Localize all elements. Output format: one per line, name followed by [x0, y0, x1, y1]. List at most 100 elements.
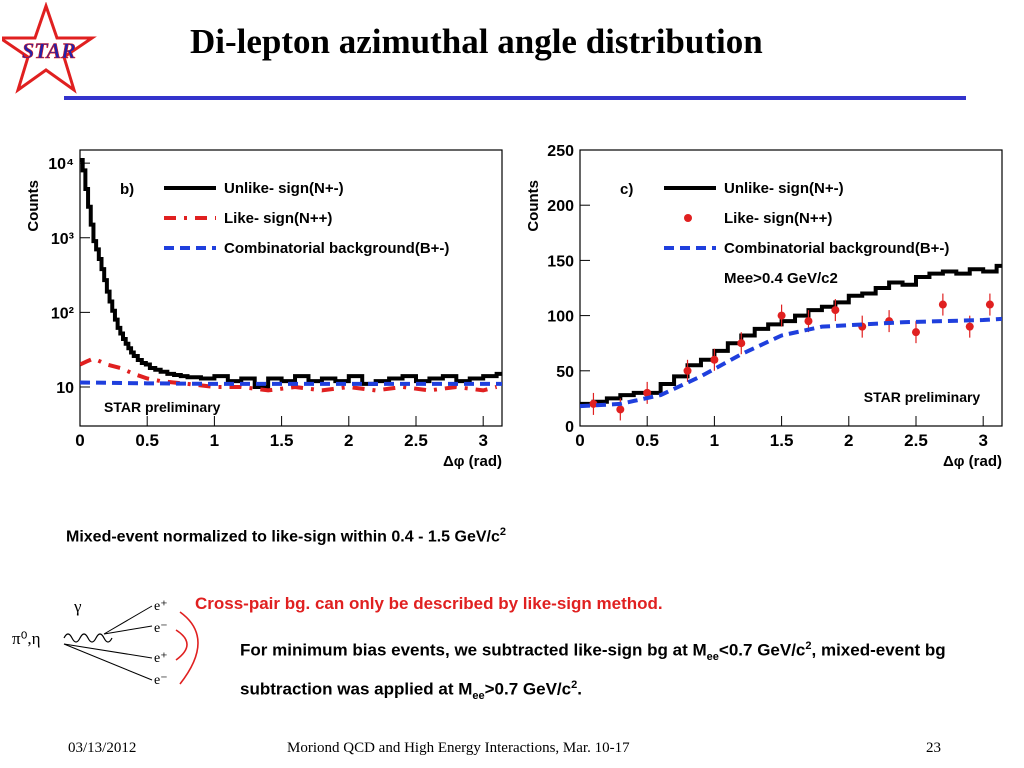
minbias-text-5: .: [577, 679, 582, 699]
chart-panel-b: 0 0.5 1 1.5 2 2.5 3 10 10² 10³ 10⁴ Δφ (rad) Counts b)…: [20, 140, 515, 470]
minbias-text-1: For minimum bias events, we subtracted l…: [240, 640, 707, 660]
minbias-text-3: , mixed-event bg subtraction was applied…: [240, 640, 946, 699]
plot-frame: [579, 149, 1003, 427]
x-tick-label: 2.5: [404, 431, 428, 450]
y-tick-label: 10²: [51, 305, 74, 322]
panel-label: c): [620, 181, 633, 198]
chart-b-svg: 0 0.5 1 1.5 2 2.5 3 10 10² 10³ 10⁴ Δφ (rad) Counts b)…: [25, 149, 503, 470]
legend-label: Like- sign(N++): [724, 210, 832, 227]
like-sign-point: [938, 300, 947, 309]
panel-label: b): [120, 181, 134, 198]
eplus-label-bottom: e⁺: [154, 651, 168, 666]
eplus-label-top: e⁺: [154, 599, 168, 614]
minbias-sub-1: ee: [706, 651, 719, 664]
y-tick-label: 10: [56, 380, 74, 397]
gamma-label: γ: [73, 597, 82, 616]
x-tick-label: 1.5: [770, 431, 794, 450]
footer-page-number: 23: [926, 740, 941, 756]
y-tick-label: 10³: [51, 231, 74, 248]
x-tick-label: 0.5: [135, 431, 159, 450]
y-axis-label: Counts: [525, 180, 542, 232]
y-tick-label: 150: [547, 253, 574, 270]
star-logo-star-icon: [2, 2, 97, 94]
combinatorial-bg-line: [80, 380, 502, 386]
combinatorial-bg-line: [580, 316, 1002, 409]
unlike-sign-histogram: [580, 263, 1002, 406]
like-sign-point: [804, 317, 813, 326]
plot-area: [80, 158, 502, 393]
chart-c-svg: 0 0.5 1 1.5 2 2.5 3 0 50 100 150 200 250 Δφ (rad) Coun…: [525, 143, 1003, 470]
like-sign-point: [777, 311, 786, 320]
legend-label: Like- sign(N++): [224, 210, 332, 227]
mixed-event-sup: 2: [499, 526, 507, 538]
x-tick-label: 0: [575, 431, 584, 450]
star-preliminary-watermark: STAR preliminary: [864, 389, 981, 405]
plot-area: [580, 263, 1002, 421]
x-tick-label: 0.5: [635, 431, 659, 450]
star-preliminary-watermark: STAR preliminary: [104, 399, 221, 415]
x-tick-label: 2.5: [904, 431, 928, 450]
x-tick-label: 1: [210, 431, 219, 450]
like-sign-point: [616, 405, 625, 414]
y-tick-label: 0: [565, 419, 574, 436]
legend-label: Unlike- sign(N+-): [224, 180, 344, 197]
chart-panel-c: 0 0.5 1 1.5 2 2.5 3 0 50 100 150 200 250 Δφ (rad) Coun…: [520, 140, 1015, 470]
title-divider: [64, 96, 966, 100]
y-tick-label: 10⁴: [48, 156, 74, 173]
like-sign-point: [710, 355, 719, 364]
legend-label: Combinatorial background(B+-): [724, 240, 949, 257]
footer-conference: Moriond QCD and High Energy Interactions…: [287, 740, 630, 756]
eminus-label-bottom: e⁻: [154, 673, 168, 688]
x-tick-label: 1.5: [270, 431, 294, 450]
minbias-sup-2: 2: [571, 679, 578, 692]
footer-date: 03/13/2012: [68, 740, 137, 756]
minbias-sub-2: ee: [472, 690, 485, 703]
x-tick-label: 2: [844, 431, 853, 450]
like-sign-point: [737, 339, 746, 348]
unlike-sign-histogram: [80, 158, 502, 389]
minbias-note: For minimum bias events, we subtracted l…: [240, 632, 980, 710]
line-eplus-bottom: [63, 643, 153, 659]
line-eplus-top: [103, 605, 153, 635]
eminus-label-top: e⁻: [154, 621, 168, 636]
plot-frame: [79, 149, 503, 427]
x-tick-label: 3: [478, 431, 487, 450]
like-sign-point: [643, 388, 652, 397]
like-sign-point: [831, 306, 840, 315]
y-tick-label: 200: [547, 198, 574, 215]
line-eminus-bottom: [63, 643, 153, 681]
x-tick-label: 2: [344, 431, 353, 450]
like-sign-point: [985, 300, 994, 309]
legend-marker: [684, 214, 692, 222]
like-sign-point: [911, 328, 920, 337]
page-title: Di-lepton azimuthal angle distribution: [190, 22, 763, 61]
line-eminus-top: [103, 625, 153, 635]
decay-diagram: π⁰,η γ e⁺ e⁻ e⁺ e⁻: [12, 597, 199, 688]
x-axis-label: Δφ (rad): [443, 453, 502, 470]
legend-label: Unlike- sign(N+-): [724, 180, 844, 197]
x-tick-label: 1: [710, 431, 719, 450]
legend-label: Combinatorial background(B+-): [224, 240, 449, 257]
y-axis-label: Counts: [25, 180, 42, 232]
cross-pair-arc-icon: [179, 611, 199, 685]
star-logo: STAR: [2, 2, 97, 94]
cross-pair-arc-inner-icon: [175, 629, 188, 661]
y-tick-label: 100: [547, 309, 574, 326]
like-sign-point: [683, 366, 692, 375]
mass-cut-annotation: Mee>0.4 GeV/c2: [724, 270, 838, 287]
x-axis-label: Δφ (rad): [943, 453, 1002, 470]
photon-wave-icon: [63, 633, 113, 643]
mixed-event-text: Mixed-event normalized to like-sign with…: [66, 528, 500, 546]
star-logo-text: STAR: [22, 38, 76, 63]
x-tick-label: 0: [75, 431, 84, 450]
minbias-text-2: <0.7 GeV/c: [718, 640, 806, 660]
like-sign-point: [965, 322, 974, 331]
minbias-sup-1: 2: [805, 640, 812, 652]
cross-pair-note: Cross-pair bg. can only be described by …: [195, 594, 663, 613]
like-sign-point: [589, 399, 598, 408]
x-tick-label: 3: [978, 431, 987, 450]
y-tick-label: 250: [547, 143, 574, 160]
minbias-text-4: >0.7 GeV/c: [484, 679, 572, 699]
like-sign-line: [80, 356, 498, 393]
mixed-event-note: Mixed-event normalized to like-sign with…: [66, 526, 506, 546]
